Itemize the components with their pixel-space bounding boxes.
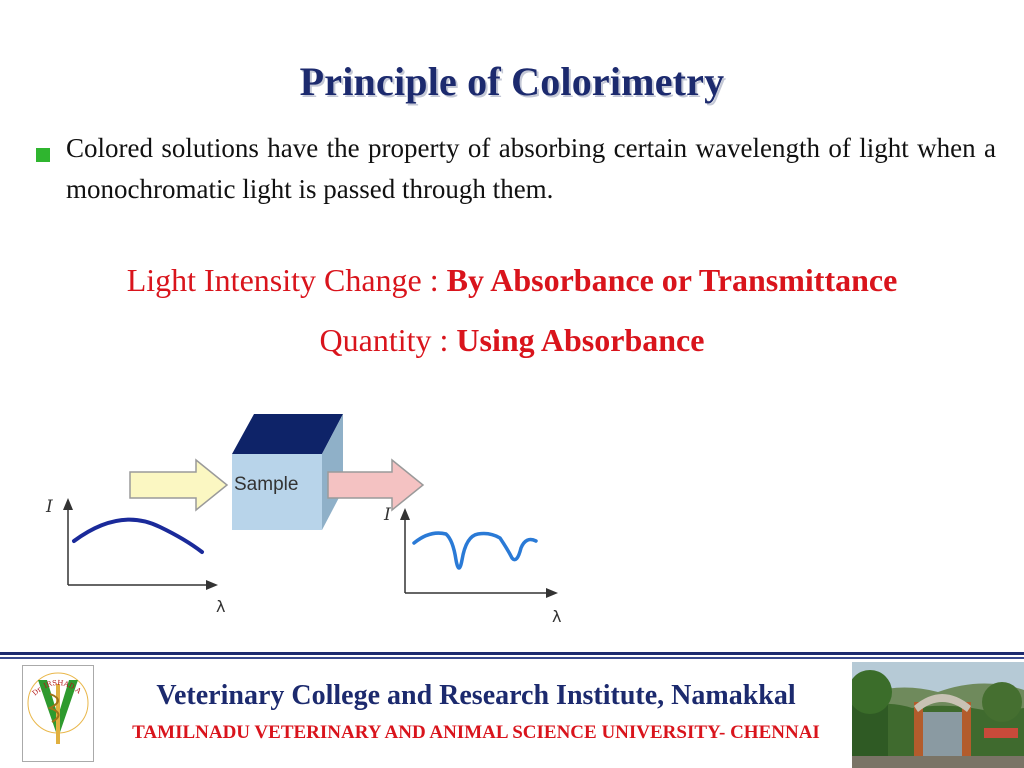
bullet-text: Colored solutions have the property of a… (66, 133, 996, 204)
bullet-square-icon (36, 148, 50, 162)
output-y-label: I (383, 505, 391, 525)
light-intensity-line: Light Intensity Change : By Absorbance o… (0, 262, 1024, 299)
transmitted-light-arrow-icon (327, 458, 425, 512)
output-spectrum-graph: I λ (383, 505, 561, 626)
output-y-arrow-icon (400, 508, 410, 520)
university-name: TAMILNADU VETERINARY AND ANIMAL SCIENCE … (132, 722, 820, 743)
input-y-arrow-icon (63, 498, 73, 510)
footer-divider (0, 652, 1024, 655)
footer-divider-thin (0, 657, 1024, 659)
sample-cube: Sample (232, 414, 343, 530)
sample-label: Sample (234, 474, 298, 495)
input-spectrum-graph: I λ (45, 497, 225, 616)
quantity-line: Quantity : Using Absorbance (0, 322, 1024, 359)
output-x-arrow-icon (546, 588, 558, 598)
output-spectrum-curve (412, 531, 538, 570)
colorimetry-diagram: I λ Sample I λ (45, 414, 561, 626)
slide-title: Principle of Colorimetry (299, 59, 725, 104)
institute-name: Veterinary College and Research Institut… (156, 680, 796, 711)
bullet (36, 148, 996, 162)
input-y-label: I (45, 497, 53, 517)
sample-cube-top (232, 414, 343, 454)
light-intensity-value: By Absorbance or Transmittance (446, 262, 898, 298)
light-intensity-prefix: Light Intensity Change : (126, 262, 447, 298)
campus-gate-photo (852, 662, 1024, 768)
quantity-value: Using Absorbance (456, 322, 705, 358)
quantity-prefix: Quantity : (319, 322, 457, 358)
input-x-arrow-icon (206, 580, 218, 590)
sample-cube-front (232, 454, 322, 530)
college-logo: Dr. IRSHAD A (22, 665, 94, 762)
input-spectrum-curve (72, 517, 204, 554)
output-x-label: λ (552, 607, 561, 626)
incident-light-arrow-icon (129, 458, 229, 512)
input-x-label: λ (216, 597, 225, 616)
